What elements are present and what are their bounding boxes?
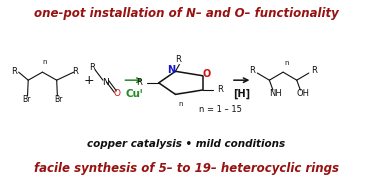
Text: R: R xyxy=(175,55,181,64)
Text: n = 1 – 15: n = 1 – 15 xyxy=(199,105,242,114)
Text: Br: Br xyxy=(54,95,63,104)
Text: NH: NH xyxy=(269,89,282,98)
Text: N: N xyxy=(167,64,175,75)
Text: R: R xyxy=(89,63,95,72)
Text: O: O xyxy=(114,89,120,98)
Text: R: R xyxy=(136,78,142,87)
Text: one-pot installation of N– and O– functionality: one-pot installation of N– and O– functi… xyxy=(34,7,339,20)
Text: Cuᴵ: Cuᴵ xyxy=(125,89,143,99)
Text: O: O xyxy=(203,69,211,79)
Text: R: R xyxy=(217,86,223,94)
Text: N: N xyxy=(102,78,109,87)
Text: OH: OH xyxy=(297,89,310,98)
Text: R: R xyxy=(11,67,17,76)
Text: R: R xyxy=(250,66,255,75)
Text: +: + xyxy=(84,74,94,87)
Text: n: n xyxy=(42,59,47,65)
Text: R: R xyxy=(311,66,317,75)
Text: Br: Br xyxy=(22,95,31,104)
Text: R: R xyxy=(72,67,78,76)
Text: facile synthesis of 5– to 19– heterocyclic rings: facile synthesis of 5– to 19– heterocycl… xyxy=(34,162,339,175)
Text: n: n xyxy=(284,60,289,66)
Text: [H]: [H] xyxy=(233,88,250,99)
Text: n: n xyxy=(179,101,183,107)
Text: copper catalysis • mild conditions: copper catalysis • mild conditions xyxy=(87,139,286,148)
